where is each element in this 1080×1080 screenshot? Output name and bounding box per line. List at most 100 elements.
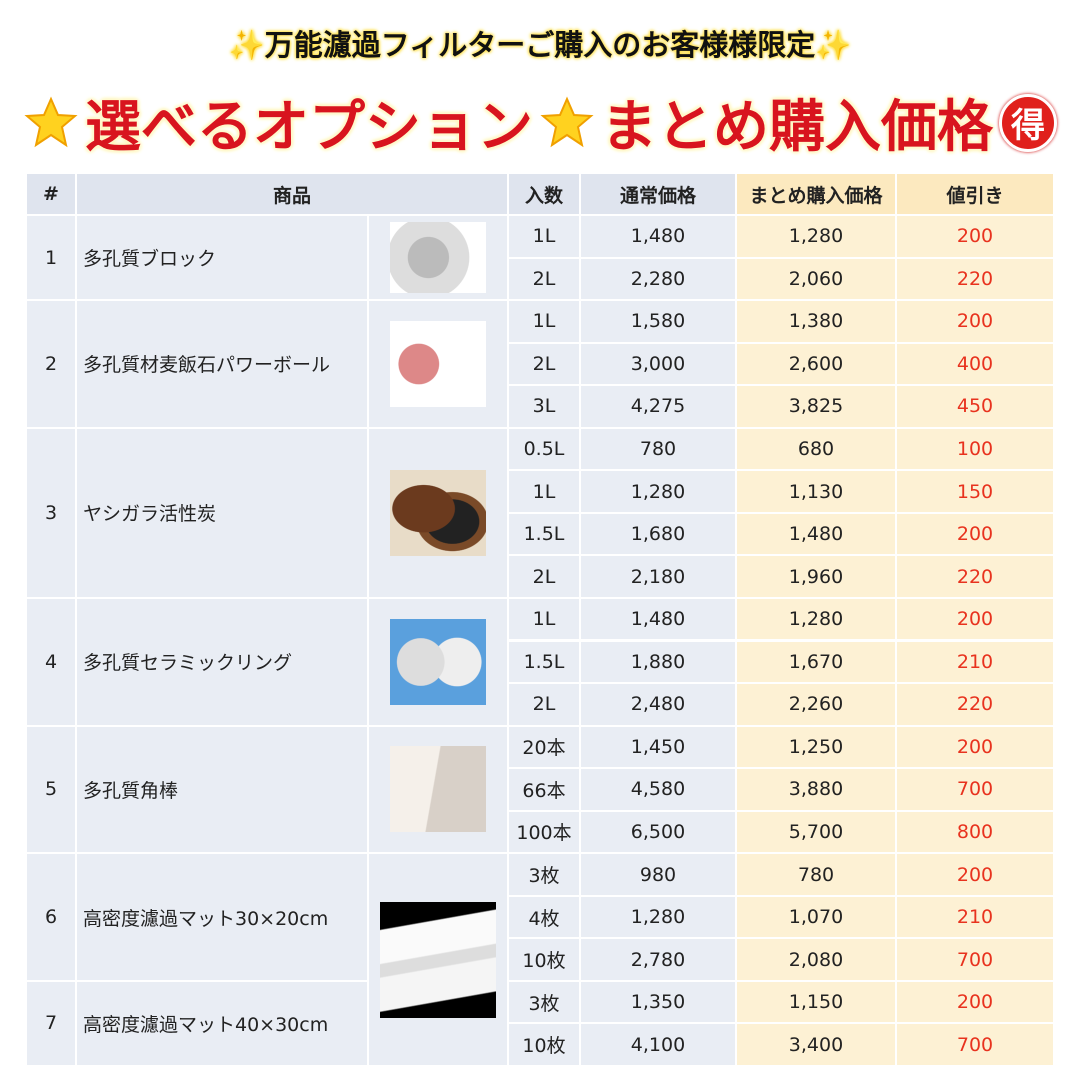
product-image-cell [369,598,507,725]
row-number: 1 [27,216,75,300]
discount: 200 [897,726,1053,768]
row-number: 3 [27,428,75,597]
product-name: 高密度濾過マット30×20cm [77,854,367,980]
product-name: 高密度濾過マット40×30cm [77,981,367,1065]
quantity: 10枚 [509,939,579,980]
product-image [390,746,486,833]
discount: 100 [897,428,1053,470]
product-image-cell [369,854,507,1065]
bulk-price: 2,600 [737,343,895,385]
product-image [390,469,486,556]
product-image-cell [369,726,507,853]
regular-price: 980 [581,854,735,895]
discount: 200 [897,513,1053,555]
quantity: 3枚 [509,981,579,1023]
product-name: 多孔質ブロック [77,216,367,300]
bulk-price: 1,480 [737,513,895,555]
discount: 150 [897,471,1053,512]
discount: 220 [897,684,1053,725]
product-name: 多孔質セラミックリング [77,598,367,725]
regular-price: 2,280 [581,258,735,300]
quantity: 1L [509,598,579,640]
bulk-price: 3,880 [737,769,895,810]
row-number: 5 [27,726,75,853]
quantity: 1L [509,471,579,512]
quantity: 1.5L [509,513,579,555]
bulk-price: 2,080 [737,939,895,980]
regular-price: 4,100 [581,1024,735,1065]
bulk-price: 1,280 [737,598,895,640]
regular-price: 1,480 [581,598,735,640]
header-cell: 値引き [897,174,1053,214]
discount: 450 [897,386,1053,427]
subtitle: 万能濾過フィルターご購入のお客様様限定 [264,28,816,62]
discount: 700 [897,769,1053,810]
regular-price: 1,350 [581,981,735,1023]
product-image [390,222,486,294]
product-image-cell [369,216,507,300]
bulk-price: 780 [737,854,895,895]
quantity: 2L [509,343,579,385]
header-cell: まとめ購入価格 [737,174,895,214]
bulk-price: 3,825 [737,386,895,427]
bulk-price: 1,150 [737,981,895,1023]
badge: 得 [999,93,1057,152]
regular-price: 1,280 [581,471,735,512]
discount: 700 [897,1024,1053,1065]
row-number: 4 [27,598,75,725]
regular-price: 1,680 [581,513,735,555]
discount: 210 [897,896,1053,938]
regular-price: 1,580 [581,301,735,342]
discount: 200 [897,981,1053,1023]
product-image-cell [369,301,507,427]
bulk-price: 2,060 [737,258,895,300]
quantity: 10枚 [509,1024,579,1065]
discount: 220 [897,258,1053,300]
regular-price: 1,280 [581,896,735,938]
bulk-price: 1,380 [737,301,895,342]
header-cell: 商品 [77,174,507,214]
bulk-price: 1,960 [737,556,895,597]
bulk-price: 2,260 [737,684,895,725]
star-icon [24,96,78,147]
regular-price: 6,500 [581,811,735,853]
regular-price: 1,880 [581,641,735,683]
regular-price: 2,780 [581,939,735,980]
product-name: 多孔質角棒 [77,726,367,853]
title-left: 選べるオプション [85,95,533,160]
discount: 200 [897,854,1053,895]
product-image-cell [369,428,507,597]
bulk-price: 680 [737,428,895,470]
sparkle: ✨ [228,28,265,62]
row-number: 7 [27,981,75,1065]
quantity: 2L [509,684,579,725]
bulk-price: 1,130 [737,471,895,512]
bulk-price: 1,670 [737,641,895,683]
product-name: ヤシガラ活性炭 [77,428,367,597]
regular-price: 2,480 [581,684,735,725]
regular-price: 4,275 [581,386,735,427]
title-row: 選べるオプション まとめ購入価格 得 [0,82,1080,163]
quantity: 2L [509,556,579,597]
product-image [380,901,496,1018]
quantity: 20本 [509,726,579,768]
product-image [390,320,486,407]
sparkle: ✨ [815,28,852,62]
regular-price: 3,000 [581,343,735,385]
header-cell: 通常価格 [581,174,735,214]
quantity: 4枚 [509,896,579,938]
discount: 200 [897,216,1053,257]
product-image [390,618,486,705]
quantity: 0.5L [509,428,579,470]
discount: 200 [897,301,1053,342]
quantity: 1L [509,301,579,342]
discount: 220 [897,556,1053,597]
quantity: 3L [509,386,579,427]
title-right: まとめ購入価格 [601,95,993,160]
quantity: 1L [509,216,579,257]
header-cell: # [27,174,75,214]
quantity: 3枚 [509,854,579,895]
subtitle-row: ✨万能濾過フィルターご購入のお客様様限定✨ [0,22,1080,64]
regular-price: 4,580 [581,769,735,810]
